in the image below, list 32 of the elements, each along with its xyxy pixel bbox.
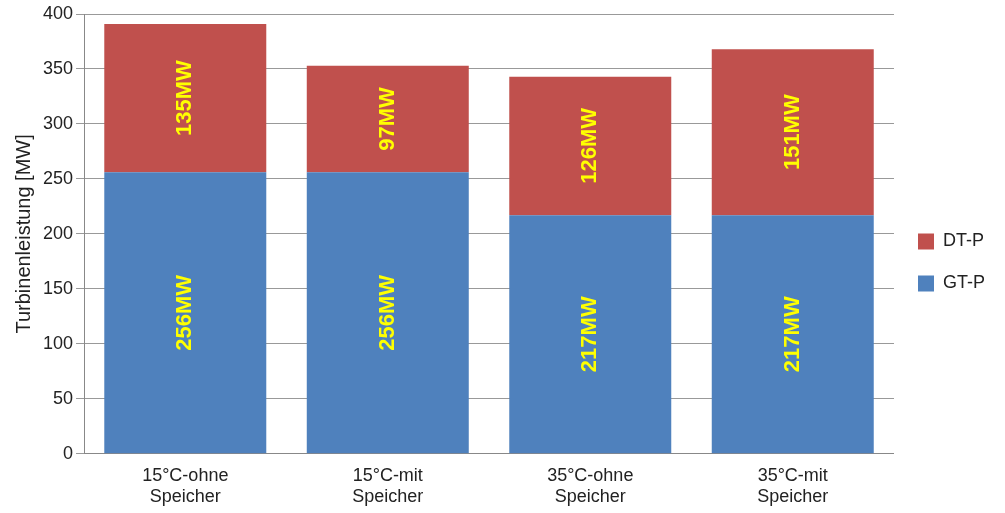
y-axis-title: Turbinenleistung [MW] [11, 134, 34, 334]
bar [306, 172, 469, 454]
y-tick-label: 100 [42, 332, 74, 353]
legend-label: DT-P [943, 230, 985, 251]
x-tick-label: 35°C-ohne Speicher [547, 464, 634, 507]
y-tick-label: 250 [42, 167, 74, 188]
data-label: 217MW [576, 296, 602, 373]
data-label: 97MW [373, 86, 399, 151]
bar [104, 172, 267, 454]
bar [509, 215, 672, 454]
y-tick-label: 0 [63, 442, 74, 463]
x-tick-label: 15°C-ohne Speicher [142, 464, 229, 507]
data-label: 256MW [373, 274, 399, 351]
y-tick-label: 300 [42, 112, 74, 133]
y-tick-label: 150 [42, 277, 74, 298]
y-tick-label: 350 [42, 57, 74, 78]
data-label: 126MW [576, 107, 602, 184]
data-label: 256MW [171, 274, 197, 351]
y-tick-label: 400 [42, 2, 74, 23]
bar [509, 76, 672, 216]
bar [711, 49, 874, 216]
data-label: 217MW [778, 296, 804, 373]
bar [104, 23, 267, 173]
bar [306, 65, 469, 173]
x-tick-label: 35°C-mit Speicher [757, 464, 829, 507]
bar [711, 215, 874, 454]
y-tick-label: 200 [42, 222, 74, 243]
legend-label: GT-P [943, 272, 986, 293]
data-label: 135MW [171, 59, 197, 137]
data-label: 151MW [778, 94, 804, 171]
x-tick-label: 15°C-mit Speicher [352, 464, 424, 507]
y-tick-label: 50 [53, 387, 74, 408]
